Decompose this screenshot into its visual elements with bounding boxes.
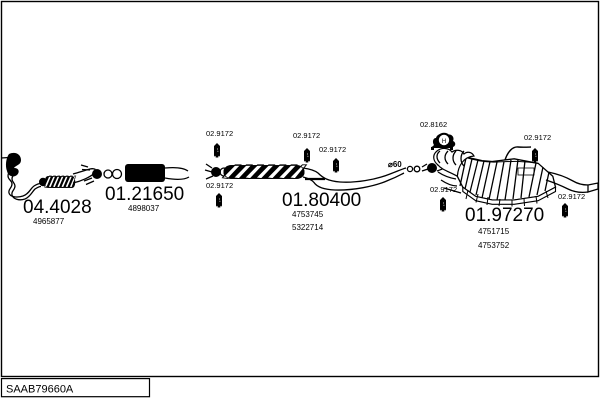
- svg-text:02.9172: 02.9172: [430, 185, 457, 194]
- svg-text:02.9172: 02.9172: [206, 129, 233, 138]
- svg-text:SAAB79660A: SAAB79660A: [6, 384, 74, 396]
- svg-text:02.9172: 02.9172: [558, 192, 585, 201]
- svg-text:02.9172: 02.9172: [206, 181, 233, 190]
- svg-text:01.97270: 01.97270: [465, 205, 544, 226]
- svg-text:02.9172: 02.9172: [524, 133, 551, 142]
- svg-text:4965877: 4965877: [33, 217, 65, 226]
- svg-text:4753745: 4753745: [292, 210, 324, 219]
- svg-text:4751715: 4751715: [478, 227, 510, 236]
- svg-text:01.21650: 01.21650: [105, 184, 184, 205]
- svg-text:4753752: 4753752: [478, 241, 510, 250]
- svg-text:5322714: 5322714: [292, 223, 324, 232]
- svg-text:⌀60: ⌀60: [388, 160, 402, 169]
- svg-text:4898037: 4898037: [128, 204, 160, 213]
- svg-text:01.80400: 01.80400: [282, 190, 361, 211]
- svg-text:02.9172: 02.9172: [293, 131, 320, 140]
- svg-text:04.4028: 04.4028: [23, 197, 92, 218]
- svg-text:02.8162: 02.8162: [420, 120, 447, 129]
- svg-text:02.9172: 02.9172: [319, 145, 346, 154]
